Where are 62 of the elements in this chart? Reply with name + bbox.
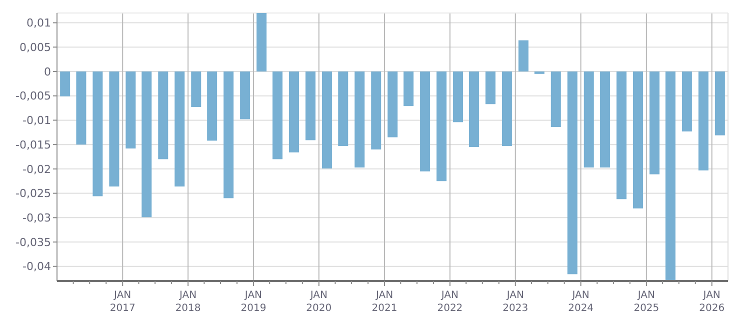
bar [567, 71, 578, 274]
y-tick-label: -0,01 [22, 114, 51, 128]
bar [534, 71, 544, 74]
x-tick-label: JAN 2018 [175, 290, 201, 313]
bar [256, 13, 267, 72]
bar [191, 71, 202, 108]
bar [420, 71, 430, 172]
bar [288, 71, 299, 152]
bar [600, 71, 610, 168]
bar [682, 71, 692, 132]
y-tick-label: -0,03 [22, 212, 51, 225]
bar [502, 71, 512, 146]
x-tick-label: JAN 2022 [437, 290, 463, 313]
bar [207, 71, 218, 141]
x-tick-label: JAN 2017 [110, 290, 136, 313]
bar [109, 71, 120, 186]
bar [76, 71, 86, 145]
bar [616, 71, 627, 200]
x-tick-label: JAN 2026 [699, 290, 725, 313]
bar [354, 71, 365, 168]
x-tick-label: JAN 2023 [502, 290, 528, 313]
bar [584, 71, 594, 168]
bar [92, 71, 103, 196]
bar [60, 71, 70, 96]
bar [550, 71, 561, 128]
y-tick-label: 0,005 [20, 40, 51, 54]
x-tick-label: JAN 2021 [372, 290, 398, 313]
y-tick-label: -0,02 [22, 162, 51, 176]
bar [272, 71, 282, 160]
bar [224, 71, 234, 198]
y-tick-label: -0,015 [16, 138, 51, 152]
y-tick-label: -0,025 [16, 187, 51, 200]
bar [158, 71, 168, 160]
bar [142, 71, 152, 218]
bar [338, 71, 348, 146]
y-tick-label: -0,035 [16, 236, 51, 249]
bar [305, 71, 316, 140]
y-tick-label: -0,005 [16, 90, 51, 103]
bar [665, 71, 676, 281]
bar [388, 71, 398, 138]
bar [518, 40, 528, 72]
y-tick-label: 0 [44, 65, 51, 78]
bar [240, 71, 250, 120]
x-tick-label: JAN 2024 [568, 290, 594, 313]
bar [714, 71, 725, 136]
y-tick-label: 0,01 [26, 16, 51, 30]
bar [174, 71, 185, 186]
bar [404, 71, 414, 106]
y-tick-label: -0,04 [22, 260, 51, 274]
bar [436, 71, 447, 182]
x-tick-label: JAN 2019 [240, 290, 266, 313]
bar [633, 71, 644, 208]
bar [126, 71, 136, 148]
bar [698, 71, 708, 170]
x-tick-label: JAN 2020 [306, 290, 332, 313]
bar [322, 71, 332, 168]
x-tick-label: JAN 2025 [634, 290, 660, 313]
bar [650, 71, 660, 174]
bar [485, 71, 496, 104]
bar [468, 71, 479, 147]
bar [453, 71, 464, 122]
bar [371, 71, 382, 150]
